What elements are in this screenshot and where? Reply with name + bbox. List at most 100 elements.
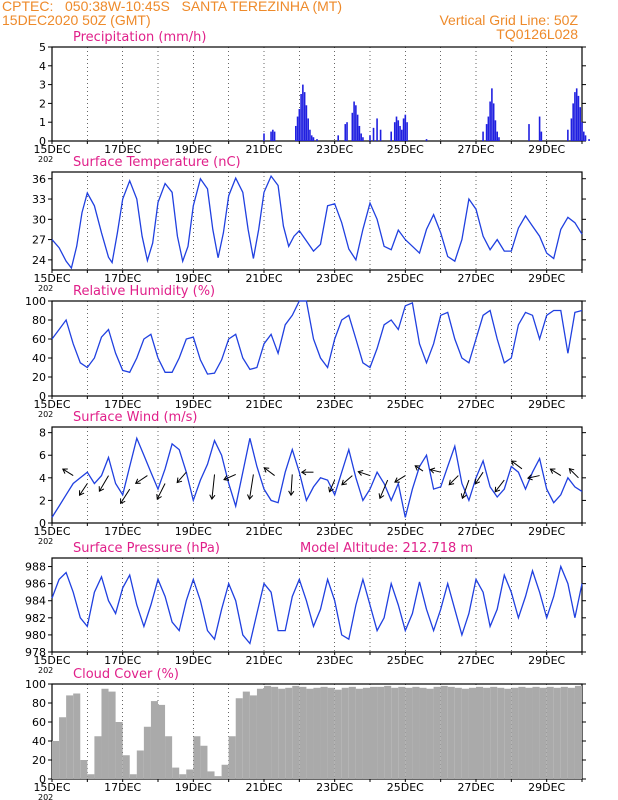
cloud-bar xyxy=(504,688,512,779)
cloud-year-stub: 202 xyxy=(38,793,53,800)
precip-bar xyxy=(570,118,573,141)
temp-year-stub: 202 xyxy=(38,284,53,293)
pres-xtick-label: 21DEC xyxy=(245,654,282,667)
precip-xtick-label: 19DEC xyxy=(175,143,212,156)
header-grid-note: Vertical Grid Line: 50Z xyxy=(439,12,578,28)
precip-ytick-label: 3 xyxy=(39,79,46,92)
cloud-bar xyxy=(136,750,144,779)
cloud-bar xyxy=(574,685,582,779)
cloud-bar xyxy=(228,736,236,779)
pres-xtick-label: 15DEC xyxy=(33,654,70,667)
wind-vector-head xyxy=(120,498,126,505)
cloud-bar xyxy=(256,688,264,779)
cloud-bar xyxy=(355,688,363,779)
cloud-bar xyxy=(518,686,526,779)
pres-ytick-label: 986 xyxy=(25,578,46,591)
cloud-bar xyxy=(87,774,95,779)
cloud-title: Cloud Cover (%) xyxy=(73,667,179,682)
precip-xtick-label: 29DEC xyxy=(528,143,565,156)
precip-bar xyxy=(496,131,498,141)
cloud-bar xyxy=(172,767,180,779)
wind-xtick-label: 27DEC xyxy=(457,525,494,538)
cloud-ytick-label: 0 xyxy=(39,773,46,786)
wind-vector xyxy=(79,483,88,496)
cloud-bar xyxy=(440,685,448,779)
precip-bar xyxy=(538,116,541,141)
wind-vector-head xyxy=(341,479,347,486)
cloud-bar xyxy=(483,687,491,779)
wind-vector-head xyxy=(223,475,230,481)
rh-xtick-label: 17DEC xyxy=(104,398,141,411)
header-datetime: 15DEC2020 50Z (GMT) xyxy=(2,12,151,28)
precip-bar xyxy=(355,105,357,141)
precip-bar xyxy=(482,131,484,141)
precip-bar xyxy=(362,137,364,141)
cloud-bar xyxy=(80,760,88,779)
wind-vector-head xyxy=(527,474,533,481)
cloud-xtick-label: 15DEC xyxy=(33,781,70,794)
pres-ytick-label: 984 xyxy=(25,595,46,608)
cloud-bar xyxy=(426,688,434,779)
cloud-xtick-label: 17DEC xyxy=(104,781,141,794)
pres-xtick-label: 27DEC xyxy=(457,654,494,667)
wind-vector-head xyxy=(78,490,85,496)
wind-vector xyxy=(223,473,236,481)
cloud-ytick-label: 40 xyxy=(32,735,46,748)
wind-xtick-label: 25DEC xyxy=(387,525,424,538)
cloud-bar xyxy=(419,687,427,779)
wind-frame xyxy=(51,426,583,524)
precip-bar xyxy=(588,139,590,141)
precip-bar xyxy=(307,118,309,141)
wind-series-line xyxy=(51,436,583,518)
wind-vector xyxy=(474,471,484,485)
cloud-bar xyxy=(285,687,293,779)
precip-bar xyxy=(351,112,354,141)
cloud-bar xyxy=(497,687,505,779)
wind-xtick-label: 29DEC xyxy=(528,525,565,538)
cloud-bar xyxy=(165,736,173,779)
cloud-bar xyxy=(334,689,342,779)
cloud-bar xyxy=(511,687,519,779)
wind-vector xyxy=(461,479,470,499)
cloud-bar xyxy=(384,685,392,779)
wind-vector xyxy=(211,474,216,500)
precip-bar xyxy=(492,103,495,141)
wind-vector-head xyxy=(429,467,436,474)
temp-series-line xyxy=(51,174,583,270)
precip-bar xyxy=(390,131,392,141)
cloud-bar xyxy=(398,686,406,779)
cloud-xtick-label: 19DEC xyxy=(175,781,212,794)
cloud-bar xyxy=(249,695,257,779)
pres-title: Surface Pressure (hPa) xyxy=(73,541,220,556)
precip-bar xyxy=(540,131,543,141)
wind-vector-head xyxy=(288,490,295,497)
cloud-bar xyxy=(341,687,349,779)
precip-bar xyxy=(584,135,587,141)
rh-xtick-label: 15DEC xyxy=(33,398,70,411)
wind-vector-head xyxy=(474,478,481,485)
temp-frame xyxy=(51,171,583,271)
precip-ytick-label: 0 xyxy=(39,135,46,148)
precip-bar xyxy=(309,129,311,141)
cloud-bar xyxy=(362,687,370,779)
cloud-bar xyxy=(490,686,498,779)
cloud-bar xyxy=(320,686,328,779)
wind-vector xyxy=(135,475,148,484)
precip-bar xyxy=(302,84,304,141)
cloud-bar xyxy=(299,686,307,779)
wind-vector-head xyxy=(378,493,385,500)
rh-xtick-label: 25DEC xyxy=(387,398,424,411)
precip-xtick-label: 27DEC xyxy=(457,143,494,156)
cloud-bar xyxy=(179,774,187,779)
wind-vector xyxy=(394,475,406,483)
precip-bar xyxy=(402,118,405,141)
precip-bar xyxy=(498,137,500,141)
precip-bar xyxy=(491,88,493,141)
cloud-bar xyxy=(193,736,201,779)
precip-bar xyxy=(577,95,580,141)
wind-vector-head xyxy=(263,467,270,473)
rh-xtick-label: 23DEC xyxy=(316,398,353,411)
pres-ytick-label: 980 xyxy=(25,629,46,642)
precip-bar xyxy=(372,127,375,141)
cloud-bar xyxy=(327,687,335,779)
